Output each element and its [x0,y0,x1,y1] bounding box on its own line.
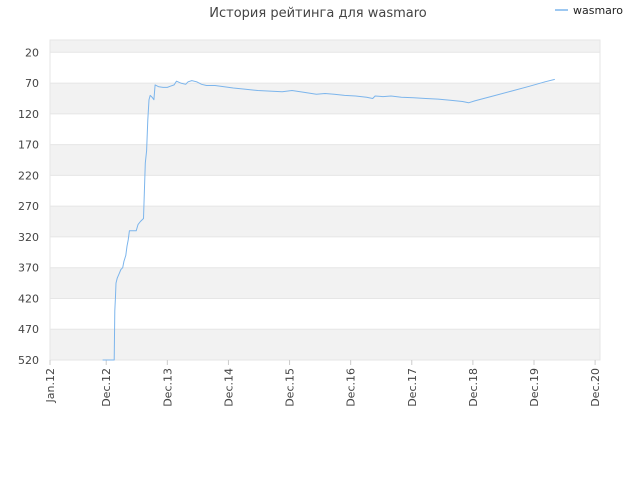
y-tick-label: 70 [25,77,39,90]
x-tick-label: Dec.19 [528,368,541,407]
x-tick-label: Dec.18 [467,368,480,407]
y-tick-label: 220 [18,169,39,182]
series-group [102,78,555,361]
y-axis-labels: 20 70 120 170 220 270 320 370 420 470 520 [18,46,39,367]
y-tick-label: 520 [18,354,39,367]
x-tick-label: Dec.16 [345,368,358,407]
y-tick-label: 20 [25,46,39,59]
legend-label-wasmaro[interactable]: wasmaro [573,4,623,17]
x-tick-label: Dec.14 [222,368,235,407]
y-tick-label: 270 [18,200,39,213]
plot-band [50,329,600,360]
y-tick-label: 170 [18,139,39,152]
plot-band [50,206,600,237]
legend[interactable]: wasmaro [555,4,623,17]
plot-frame [49,39,601,361]
x-tick-label: Jan.12 [44,368,57,403]
grid-lines [49,39,601,361]
plot-band [50,83,600,114]
plot-bands [50,40,600,360]
y-tick-label: 320 [18,231,39,244]
y-tick-label: 370 [18,262,39,275]
x-tick-label: Dec.13 [161,368,174,407]
y-tick-label: 120 [18,108,39,121]
y-tick-label: 470 [18,323,39,336]
plot-band [50,144,600,176]
chart-title: История рейтинга для wasmaro [209,6,427,21]
y-tick-label: 420 [18,292,39,305]
x-tick-label: Dec.12 [100,368,113,407]
x-tick-label: Dec.17 [406,368,419,407]
x-tick-label: Dec.15 [284,368,297,407]
series-line-wasmaro[interactable] [102,78,555,361]
x-tick-label: Dec.20 [589,368,602,407]
plot-band [50,40,600,53]
x-axis-labels: Jan.12 Dec.12 Dec.13 Dec.14 Dec.15 Dec.16 Dec.… [44,360,602,407]
plot-band [50,267,600,299]
